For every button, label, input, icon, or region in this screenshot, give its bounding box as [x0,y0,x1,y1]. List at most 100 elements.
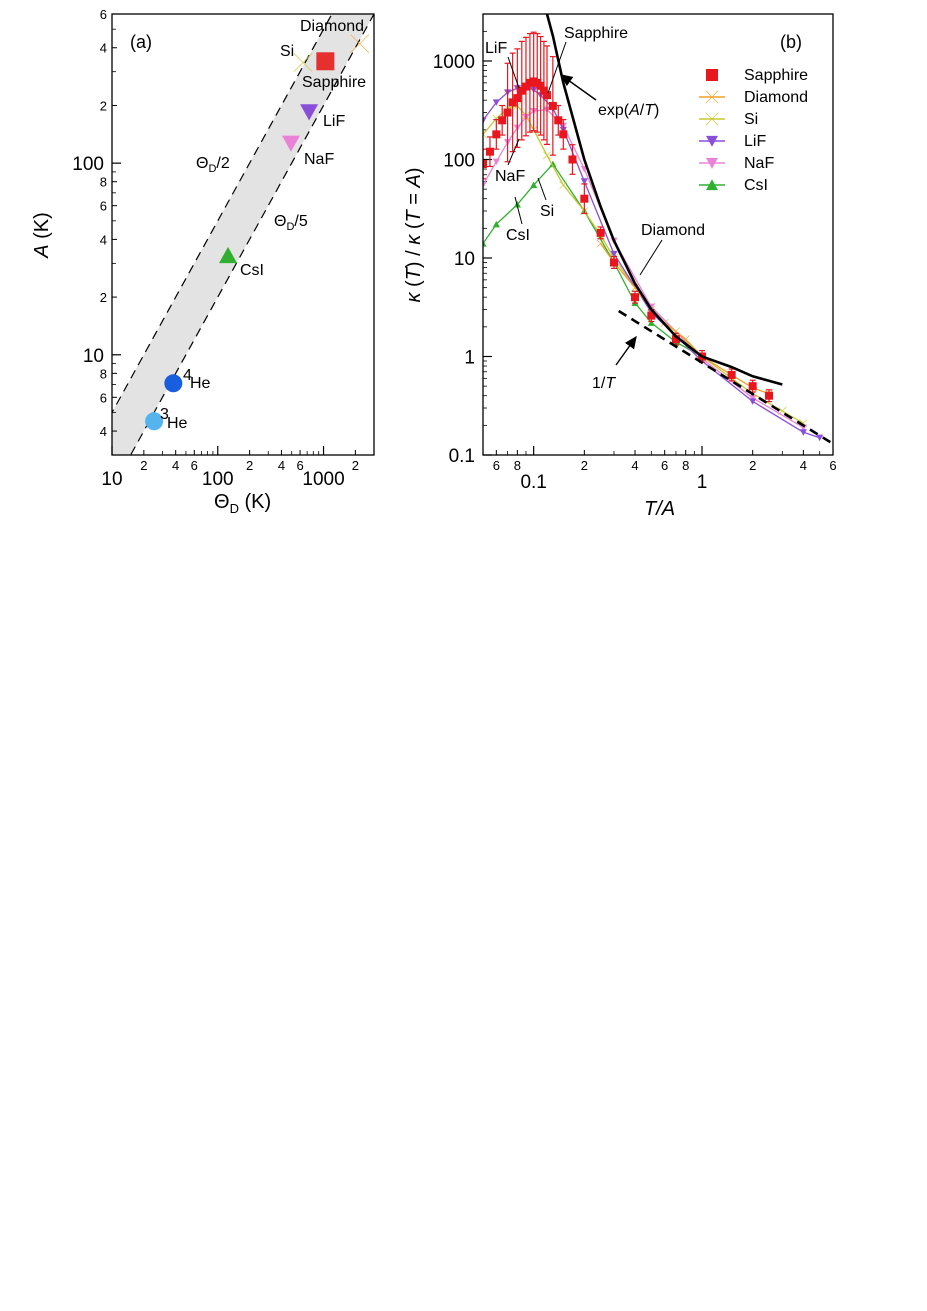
legend-marker-naf [706,157,718,169]
point-lif [300,104,319,121]
panel-b-frame [482,13,834,456]
point-lif [492,99,500,106]
label-he3-sup: 3 [160,406,169,423]
point-sapphire [503,108,512,117]
x-minor-tick-label: 6 [493,458,500,473]
point-sapphire [492,130,501,139]
point-sapphire [596,228,605,237]
x-minor-tick-label: 4 [631,458,638,473]
panel-a-frame [111,13,375,456]
series-line-lif [483,86,820,439]
point-csi [647,319,655,326]
point-sapphire [559,130,568,139]
point-4he [164,374,183,393]
legend: Sapphire Diamond Si LiF NaF CsI [699,67,808,194]
point-lif [799,429,807,436]
point-sapphire [485,147,494,156]
point-si [543,151,551,160]
series-lif [483,84,824,442]
legend-label-lif: LiF [744,133,766,150]
leader-diamond [639,239,663,276]
y-minor-tick-label: 4 [100,41,107,56]
annot-exp: exp(A/T) [598,102,659,119]
annot-inverse-t: 1/T [592,375,616,392]
band-label-half: ΘD/2 [196,155,230,175]
point-sapphire [671,335,680,344]
leader-si [537,177,547,201]
annot-naf: NaF [495,168,525,185]
x-tick-label: 0.1 [520,472,546,493]
x-minor-tick-label: 2 [246,458,253,473]
legend-marker-sapphire [706,69,718,81]
arrow-exp [559,74,597,101]
point-lif [749,398,757,405]
label-he3: He [167,415,188,432]
label-sapphire-a: Sapphire [302,74,366,91]
y-tick-label: 1 [464,347,475,368]
x-tick-label: 10 [101,469,122,490]
x-minor-tick-label: 6 [661,458,668,473]
point-lif [816,434,824,442]
point-si [559,181,568,189]
annot-lif: LiF [485,40,507,57]
label-he4: He [190,375,211,392]
point-sapphire [517,86,526,95]
panel-a-points [145,34,370,431]
label-si-a: Si [280,43,294,60]
point-naf [483,182,487,189]
x-minor-tick-label: 2 [749,458,756,473]
label-diamond-a: Diamond [300,18,364,35]
point-sapphire [580,194,589,203]
panel-a-xlabel: ΘD (K) [214,491,271,516]
legend-label-diamond: Diamond [744,89,808,106]
y-tick-label: 1000 [433,52,475,73]
panel-a-ylabel: A (K) [31,212,53,259]
panel-b-letter: (b) [780,32,802,52]
series-line-diamond [600,243,770,395]
leader-csi [514,196,523,225]
point-sapphire [508,98,517,107]
point-sapphire [483,160,487,169]
point-naf [799,424,807,431]
panel-a-letter: (a) [130,32,152,52]
y-minor-tick-label: 8 [100,366,107,381]
point-sapphire [498,116,507,125]
x-minor-tick-label: 2 [140,458,147,473]
point-sapphire [554,116,563,125]
point-sapphire [748,382,757,391]
label-he4-sup: 4 [183,367,192,384]
panel-b-xlabel: T/A [644,498,675,520]
x-tick-label: 100 [202,469,234,490]
annot-csi: CsI [506,227,530,244]
leader-lif [507,56,520,89]
point-sapphire [543,91,552,100]
x-minor-tick-label: 4 [278,458,285,473]
point-3he [145,412,164,431]
point-csi [219,246,238,264]
legend-label-naf: NaF [744,155,774,172]
y-minor-tick-label: 4 [100,424,107,439]
panel-b-ylabel: κ (T) / κ (T = A) [403,167,425,302]
legend-label-csi: CsI [744,177,768,194]
point-lif [483,117,487,124]
legend-label-si: Si [744,111,758,128]
label-csi-a: CsI [240,262,264,279]
series-sapphire [483,31,773,403]
y-minor-tick-label: 8 [100,175,107,190]
label-lif-a: LiF [323,113,345,130]
point-sapphire [539,86,548,95]
y-tick-label: 100 [72,154,104,175]
reference-inverse-t [618,309,833,445]
point-sapphire [727,370,736,379]
y-minor-tick-label: 6 [100,7,107,22]
point-sapphire [631,293,640,302]
point-naf [281,135,300,152]
point-si [293,53,313,72]
y-minor-tick-label: 2 [100,98,107,113]
band-line-0 [112,14,333,414]
point-csi [492,220,500,228]
band-fill [112,14,374,455]
